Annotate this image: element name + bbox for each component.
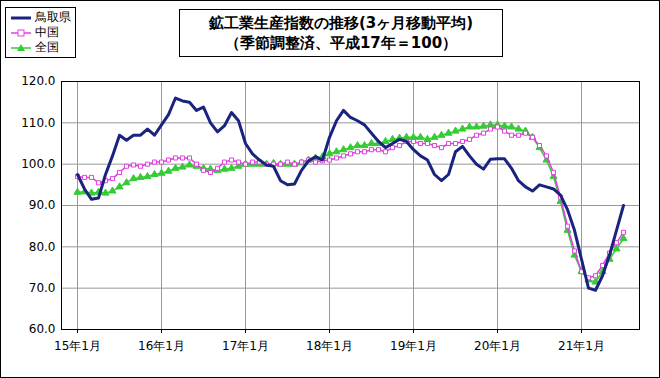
svg-text:19年1月: 19年1月 — [390, 339, 437, 353]
svg-text:80.0: 80.0 — [29, 240, 56, 254]
svg-text:90.0: 90.0 — [29, 198, 56, 212]
svg-text:15年1月: 15年1月 — [54, 339, 101, 353]
svg-text:120.0: 120.0 — [21, 74, 55, 88]
html-text:中国: 中国 — [35, 25, 59, 39]
html-text:全国: 全国 — [35, 40, 59, 54]
html-text:（季節調整済、平成17年＝100）: （季節調整済、平成17年＝100） — [224, 34, 458, 52]
svg-text:70.0: 70.0 — [29, 281, 56, 295]
svg-text:17年1月: 17年1月 — [222, 339, 269, 353]
svg-text:16年1月: 16年1月 — [138, 339, 185, 353]
svg-text:110.0: 110.0 — [21, 116, 55, 130]
svg-text:20年1月: 20年1月 — [474, 339, 521, 353]
svg-text:100.0: 100.0 — [21, 157, 55, 171]
svg-text:18年1月: 18年1月 — [306, 339, 353, 353]
svg-text:21年1月: 21年1月 — [558, 339, 605, 353]
svg-text:60.0: 60.0 — [29, 322, 56, 336]
html-text:鳥取県: 鳥取県 — [35, 10, 71, 24]
html-text:鉱工業生産指数の推移(3ヶ月移動平均): 鉱工業生産指数の推移(3ヶ月移動平均) — [208, 14, 474, 32]
